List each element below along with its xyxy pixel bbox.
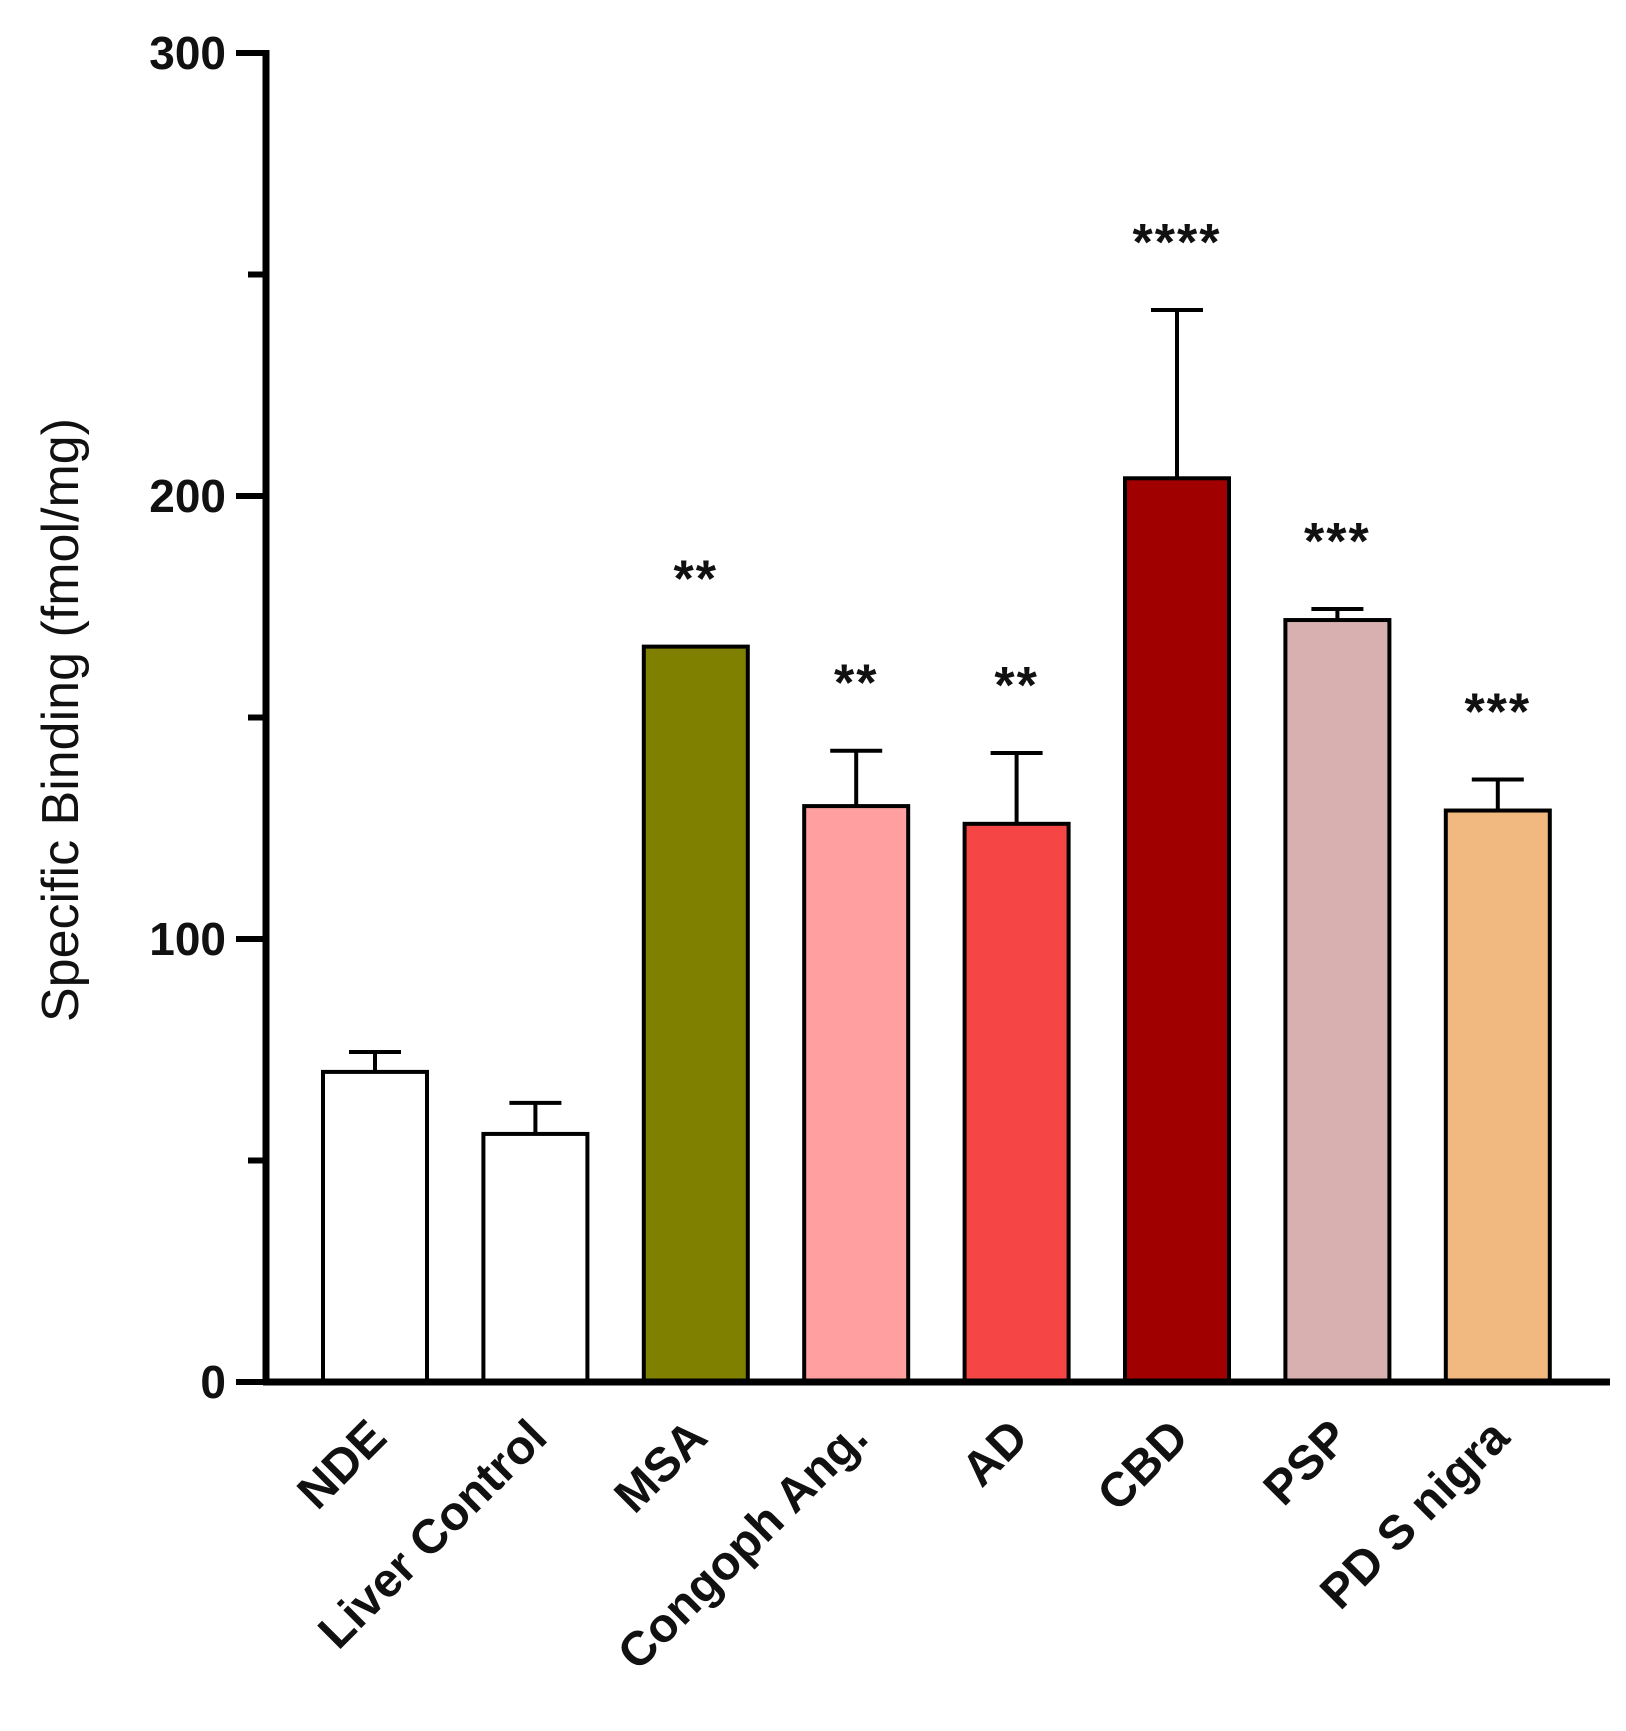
- y-tick-label: 100: [149, 913, 226, 965]
- x-tick-label-2: MSA: [605, 1410, 718, 1523]
- bar-5: [1123, 476, 1231, 1384]
- bar-6: [1283, 618, 1392, 1384]
- bar-2: [641, 644, 750, 1384]
- significance-label-2: **: [674, 551, 718, 609]
- x-tick-label-0: NDE: [288, 1410, 397, 1519]
- y-tick-label: 0: [200, 1356, 226, 1408]
- significance-label-5: ****: [1133, 214, 1222, 272]
- y-axis: 0 100 200 300: [149, 27, 270, 1408]
- y-axis-title: Specific Binding (fmol/mg): [32, 418, 90, 1022]
- significance-label-6: ***: [1304, 513, 1371, 571]
- bar-0: [321, 1069, 429, 1385]
- bar-3: [802, 804, 911, 1384]
- bar-4: [962, 821, 1071, 1384]
- bar-7: [1443, 808, 1552, 1384]
- y-tick-label: 200: [149, 470, 226, 522]
- bar-1: [481, 1131, 590, 1385]
- significance-label-7: ***: [1464, 684, 1531, 742]
- significance-label-4: **: [994, 657, 1038, 715]
- significance-label-3: **: [834, 655, 878, 713]
- x-tick-label-4: AD: [952, 1410, 1038, 1496]
- bars: **** ************: [321, 214, 1552, 1385]
- x-tick-label-6: PSP: [1254, 1410, 1359, 1515]
- x-tick-label-5: CBD: [1088, 1410, 1199, 1521]
- y-tick-label: 300: [149, 27, 226, 79]
